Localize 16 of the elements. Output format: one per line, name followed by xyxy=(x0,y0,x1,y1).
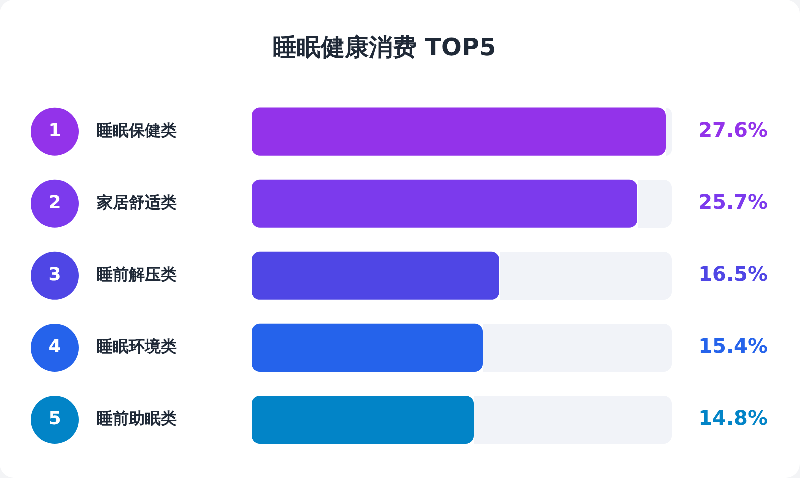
data-label: 15.4% xyxy=(698,334,768,358)
text: 1 xyxy=(48,120,62,142)
text: 2 xyxy=(48,192,62,214)
y-tick-label: 家居舒适类 xyxy=(96,193,177,212)
data-label: 25.7% xyxy=(698,190,768,214)
data-label: 16.5% xyxy=(698,262,768,286)
y-tick-label: 睡前助眠类 xyxy=(97,409,177,428)
y-tick-label: 睡前解压类 xyxy=(97,265,177,284)
data-label: 14.8% xyxy=(698,406,768,430)
y-tick-label: 睡眠环境类 xyxy=(97,337,177,356)
data-label: 27.6% xyxy=(698,118,768,142)
y-tick-label: 睡眠保健类 xyxy=(97,120,177,140)
text: 5 xyxy=(48,408,62,430)
text: 3 xyxy=(48,264,62,286)
chart-title: 睡眠健康消费 TOP5 xyxy=(272,34,496,62)
text: 4 xyxy=(48,336,62,358)
